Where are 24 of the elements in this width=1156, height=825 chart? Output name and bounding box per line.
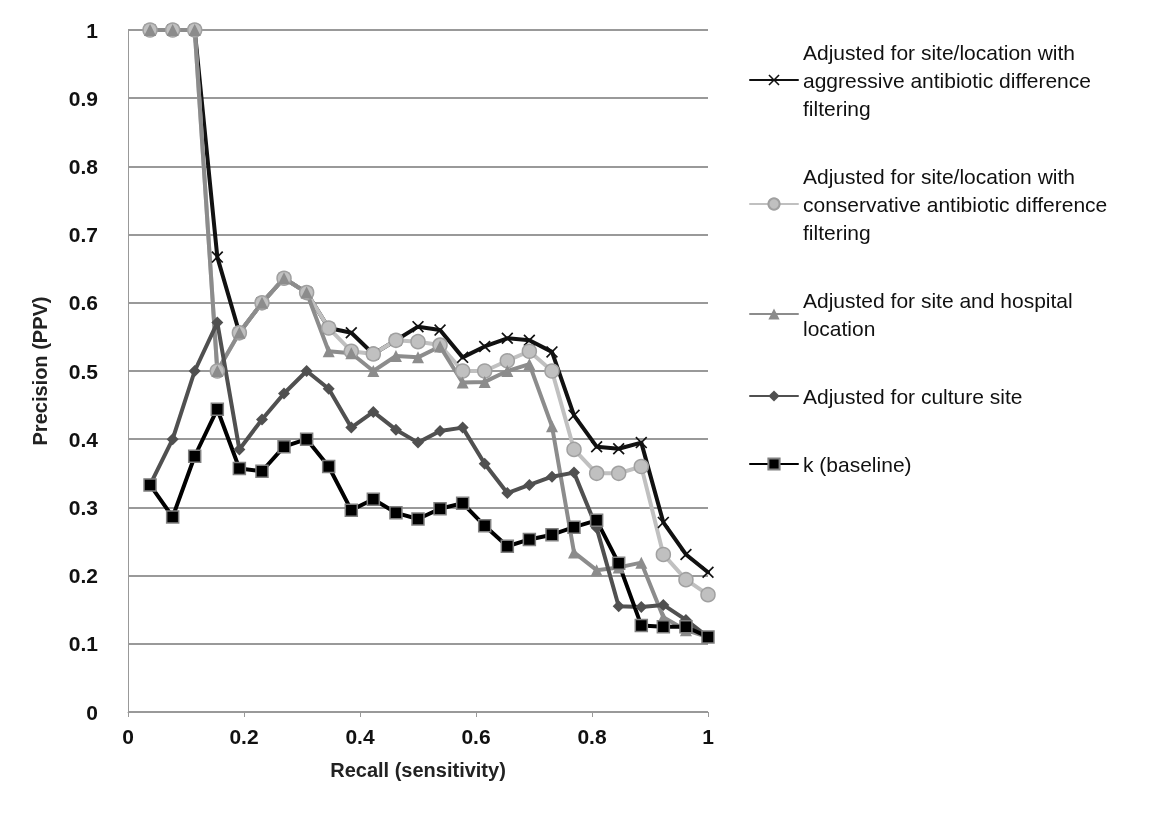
x-tick-label: 0 <box>122 725 134 748</box>
y-tick-label: 0.3 <box>68 495 98 519</box>
y-tick-label: 0.1 <box>68 632 99 656</box>
y-axis-title: Precision (PPV) <box>29 296 51 446</box>
y-tick-label: 0.8 <box>68 154 99 178</box>
y-tick-label: 0.2 <box>68 564 98 588</box>
x-tick-label: 0.2 <box>229 725 259 748</box>
x-axis-title: Recall (sensitivity) <box>330 759 506 781</box>
x-tick-label: 0.8 <box>577 725 607 748</box>
y-tick-label: 0.5 <box>68 359 99 383</box>
x-tick-label: 0.4 <box>345 725 375 748</box>
y-tick-label: 1 <box>86 18 99 42</box>
x-tick-label: 1 <box>702 725 715 748</box>
legend-label: Adjusted for site/location with aggressive antibiotic difference filtering <box>803 40 1097 120</box>
y-tick-label: 0.4 <box>68 427 99 451</box>
y-tick-label: 0.9 <box>68 86 98 110</box>
legend-label: Adjusted for site/location with conservative antibiotic difference filtering <box>803 164 1114 244</box>
legend-label: k (baseline) <box>803 452 912 476</box>
legend-label: Adjusted for site and hospital location <box>803 288 1079 340</box>
y-tick-label: 0.6 <box>68 291 98 315</box>
y-tick-label: 0 <box>86 700 98 724</box>
legend-label: Adjusted for culture site <box>803 384 1023 408</box>
x-tick-label: 0.6 <box>461 725 491 748</box>
y-tick-label: 0.7 <box>68 223 98 247</box>
